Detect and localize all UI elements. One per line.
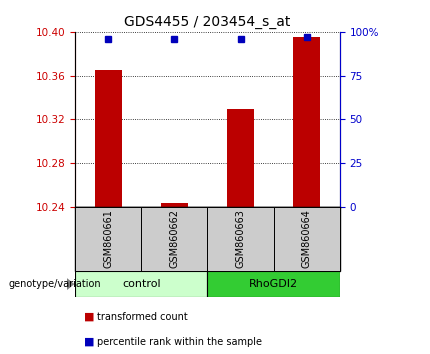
Text: percentile rank within the sample: percentile rank within the sample bbox=[97, 337, 262, 347]
Text: genotype/variation: genotype/variation bbox=[9, 279, 101, 289]
FancyBboxPatch shape bbox=[207, 207, 273, 271]
Text: ■: ■ bbox=[84, 312, 94, 322]
Text: RhoGDI2: RhoGDI2 bbox=[249, 279, 298, 289]
Text: transformed count: transformed count bbox=[97, 312, 187, 322]
Text: control: control bbox=[122, 279, 161, 289]
FancyBboxPatch shape bbox=[141, 207, 207, 271]
Bar bbox=[95, 70, 122, 207]
Text: GSM860662: GSM860662 bbox=[169, 210, 179, 268]
FancyBboxPatch shape bbox=[273, 207, 340, 271]
Text: GSM860661: GSM860661 bbox=[103, 210, 114, 268]
FancyBboxPatch shape bbox=[75, 271, 207, 297]
Text: GSM860664: GSM860664 bbox=[301, 210, 312, 268]
Bar bbox=[161, 203, 187, 207]
FancyBboxPatch shape bbox=[75, 207, 141, 271]
Text: ■: ■ bbox=[84, 337, 94, 347]
FancyBboxPatch shape bbox=[207, 271, 340, 297]
Bar bbox=[293, 37, 320, 207]
Bar bbox=[227, 109, 254, 207]
Title: GDS4455 / 203454_s_at: GDS4455 / 203454_s_at bbox=[124, 16, 291, 29]
Polygon shape bbox=[67, 278, 74, 290]
Text: GSM860663: GSM860663 bbox=[236, 210, 246, 268]
